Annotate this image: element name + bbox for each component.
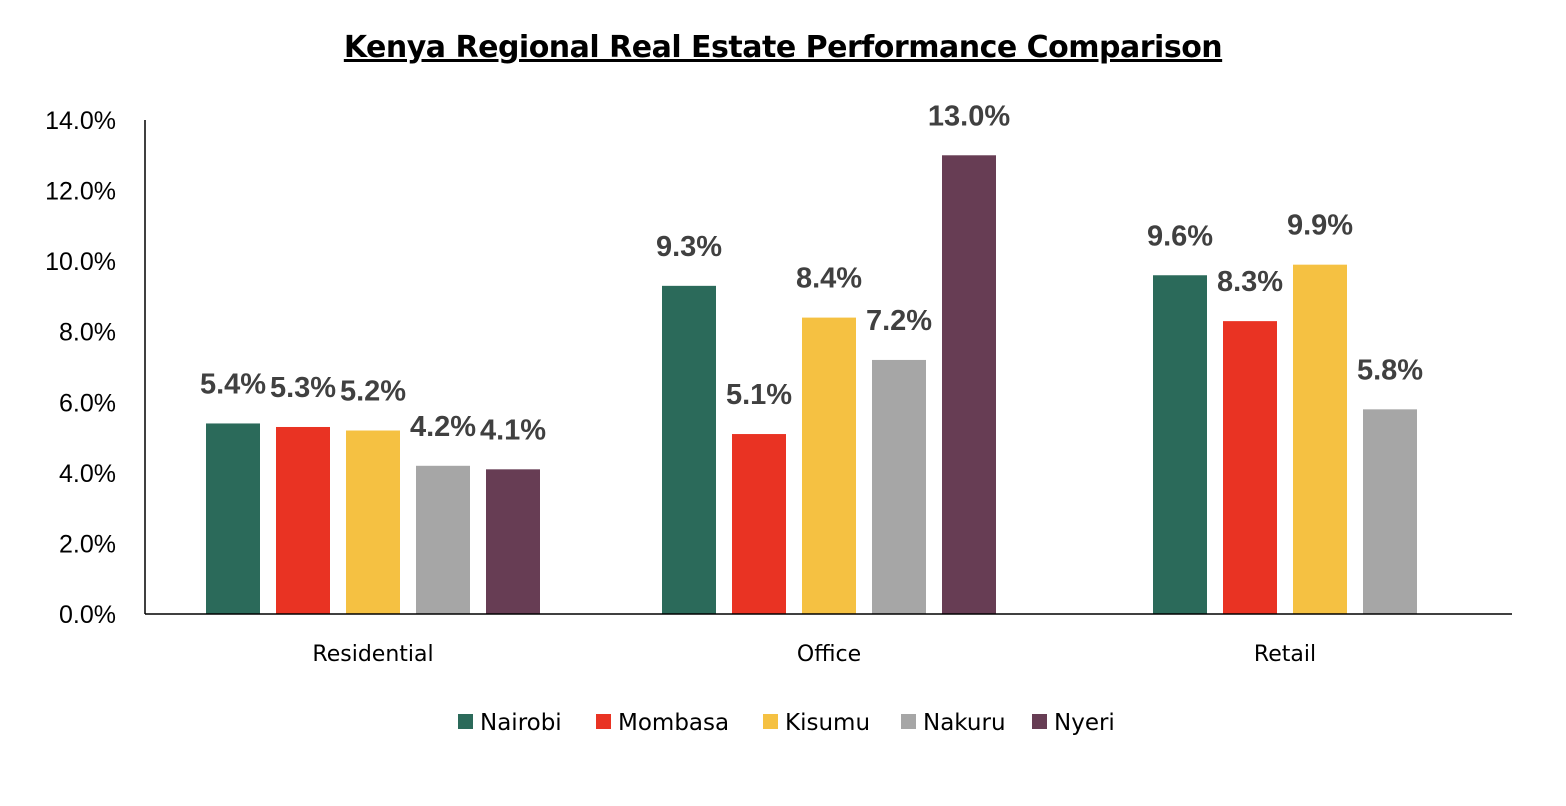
data-labels: 5.4% 5.3% 5.2%4.2% 4.1% 9.3% 5.1% 8.4%7.2% 13.0… — [200, 100, 1423, 446]
y-tick-label: 12.0% — [45, 178, 116, 206]
legend-swatch — [596, 714, 611, 729]
legend-swatch — [763, 714, 778, 729]
data-label: 5.2% — [340, 376, 406, 408]
y-axis-ticks: 0.0% 2.0% 4.0% 6.0% 8.0% 10.0% 12.0% 14.0% — [45, 107, 116, 629]
legend-label: Mombasa — [618, 710, 729, 736]
bar-mombasa-office — [732, 434, 786, 614]
bar-nyeri-office — [942, 155, 996, 615]
legend-label: Kisumu — [785, 710, 870, 736]
x-tick-label: Residential — [312, 642, 433, 667]
data-label: 5.3% — [270, 372, 336, 404]
y-tick-label: 2.0% — [59, 530, 116, 558]
bar-kisumu-residential — [346, 430, 400, 614]
legend-swatch — [901, 714, 916, 729]
y-tick-label: 6.0% — [59, 389, 116, 417]
legend-item-kisumu: Kisumu — [763, 710, 870, 736]
legend-label: Nairobi — [480, 710, 562, 736]
x-tick-label: Office — [797, 642, 861, 667]
y-tick-label: 4.0% — [59, 460, 116, 488]
bar-kisumu-office — [802, 317, 856, 614]
legend-label: Nyeri — [1054, 710, 1115, 736]
data-label: 5.4% — [200, 368, 266, 400]
data-label: 4.2% — [410, 411, 476, 443]
chart-title: Kenya Regional Real Estate Performance C… — [343, 30, 1223, 65]
data-label: 7.2% — [866, 305, 932, 337]
y-tick-label: 14.0% — [45, 107, 116, 135]
legend-item-mombasa: Mombasa — [596, 710, 729, 736]
data-label: 5.1% — [726, 379, 792, 411]
bar-nakuru-residential — [416, 465, 470, 614]
legend-swatch — [1032, 714, 1047, 729]
bar-nakuru-retail — [1363, 409, 1417, 614]
legend-label: Nakuru — [923, 710, 1006, 736]
data-label: 8.3% — [1217, 266, 1283, 298]
bar-nyeri-residential — [486, 469, 540, 614]
bar-mombasa-residential — [276, 426, 330, 614]
legend-item-nairobi: Nairobi — [458, 710, 562, 736]
data-label: 9.6% — [1147, 220, 1213, 252]
data-label: 4.1% — [480, 414, 546, 446]
x-tick-label: Retail — [1254, 642, 1316, 667]
data-label: 9.9% — [1287, 210, 1353, 242]
data-label: 8.4% — [796, 263, 862, 295]
data-label: 5.8% — [1357, 354, 1423, 386]
bar-nairobi-office — [662, 285, 716, 614]
data-label: 9.3% — [656, 231, 722, 263]
legend-swatch — [458, 714, 473, 729]
bar-mombasa-retail — [1223, 321, 1277, 614]
y-tick-label: 10.0% — [45, 248, 116, 276]
legend-item-nyeri: Nyeri — [1032, 710, 1115, 736]
y-tick-label: 0.0% — [59, 601, 116, 629]
legend-item-nakuru: Nakuru — [901, 710, 1006, 736]
legend: Nairobi Mombasa Kisumu Nakuru Nyeri — [458, 710, 1115, 736]
x-axis-ticks: Residential Office Retail — [312, 642, 1316, 667]
bar-nakuru-office — [872, 359, 926, 614]
y-tick-label: 8.0% — [59, 319, 116, 347]
bar-nairobi-residential — [206, 423, 260, 614]
bars — [206, 155, 1417, 615]
bar-nairobi-retail — [1153, 275, 1207, 614]
bar-kisumu-retail — [1293, 264, 1347, 614]
data-label: 13.0% — [928, 100, 1010, 132]
